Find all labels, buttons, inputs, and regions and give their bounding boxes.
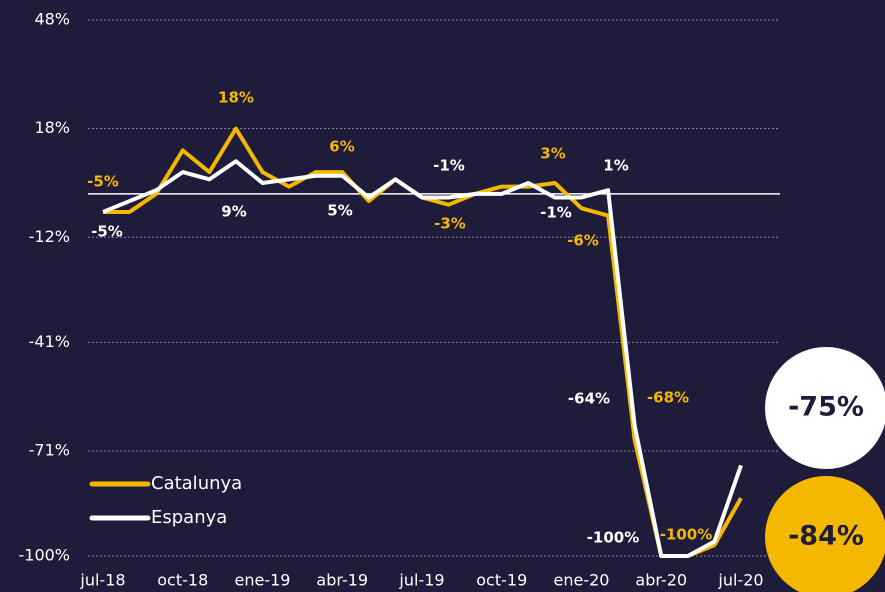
value-label: 9% bbox=[221, 203, 246, 221]
value-label: -6% bbox=[567, 232, 599, 250]
y-tick-label: -41% bbox=[29, 332, 70, 351]
x-tick-label: abr-20 bbox=[635, 571, 687, 590]
value-label: 3% bbox=[540, 145, 565, 163]
bubble-label: -84% bbox=[788, 521, 864, 552]
legend-label: Espanya bbox=[151, 507, 227, 528]
legend-label: Catalunya bbox=[151, 473, 242, 494]
x-tick-label: abr-19 bbox=[316, 571, 368, 590]
value-label: 1% bbox=[603, 157, 628, 175]
y-tick-label: -100% bbox=[18, 546, 70, 565]
x-tick-label: oct-19 bbox=[476, 571, 527, 590]
value-label: -5% bbox=[87, 173, 119, 191]
value-label: 5% bbox=[327, 202, 352, 220]
value-label: -68% bbox=[647, 389, 689, 407]
x-tick-label: oct-18 bbox=[157, 571, 208, 590]
y-tick-label: 48% bbox=[34, 10, 70, 29]
value-label: -1% bbox=[540, 204, 572, 222]
value-label: 18% bbox=[218, 89, 254, 107]
series-line bbox=[102, 159, 743, 558]
value-bubble bbox=[765, 476, 885, 592]
y-tick-label: 18% bbox=[34, 118, 70, 137]
x-tick-label: jul-19 bbox=[398, 571, 444, 590]
x-tick-label: jul-20 bbox=[717, 571, 763, 590]
value-label: -3% bbox=[434, 215, 466, 233]
value-label: -64% bbox=[568, 390, 610, 408]
value-label: 6% bbox=[329, 138, 354, 156]
value-label: -1% bbox=[433, 157, 465, 175]
value-label: -5% bbox=[91, 223, 123, 241]
value-label: -100% bbox=[660, 526, 713, 544]
y-tick-label: -71% bbox=[29, 440, 70, 459]
bubble-label: -75% bbox=[788, 392, 864, 423]
x-tick-label: ene-20 bbox=[554, 571, 610, 590]
value-label: -100% bbox=[587, 529, 640, 547]
value-bubble bbox=[765, 347, 885, 469]
x-tick-label: ene-19 bbox=[235, 571, 291, 590]
x-tick-label: jul-18 bbox=[79, 571, 125, 590]
y-tick-label: -12% bbox=[29, 227, 70, 246]
